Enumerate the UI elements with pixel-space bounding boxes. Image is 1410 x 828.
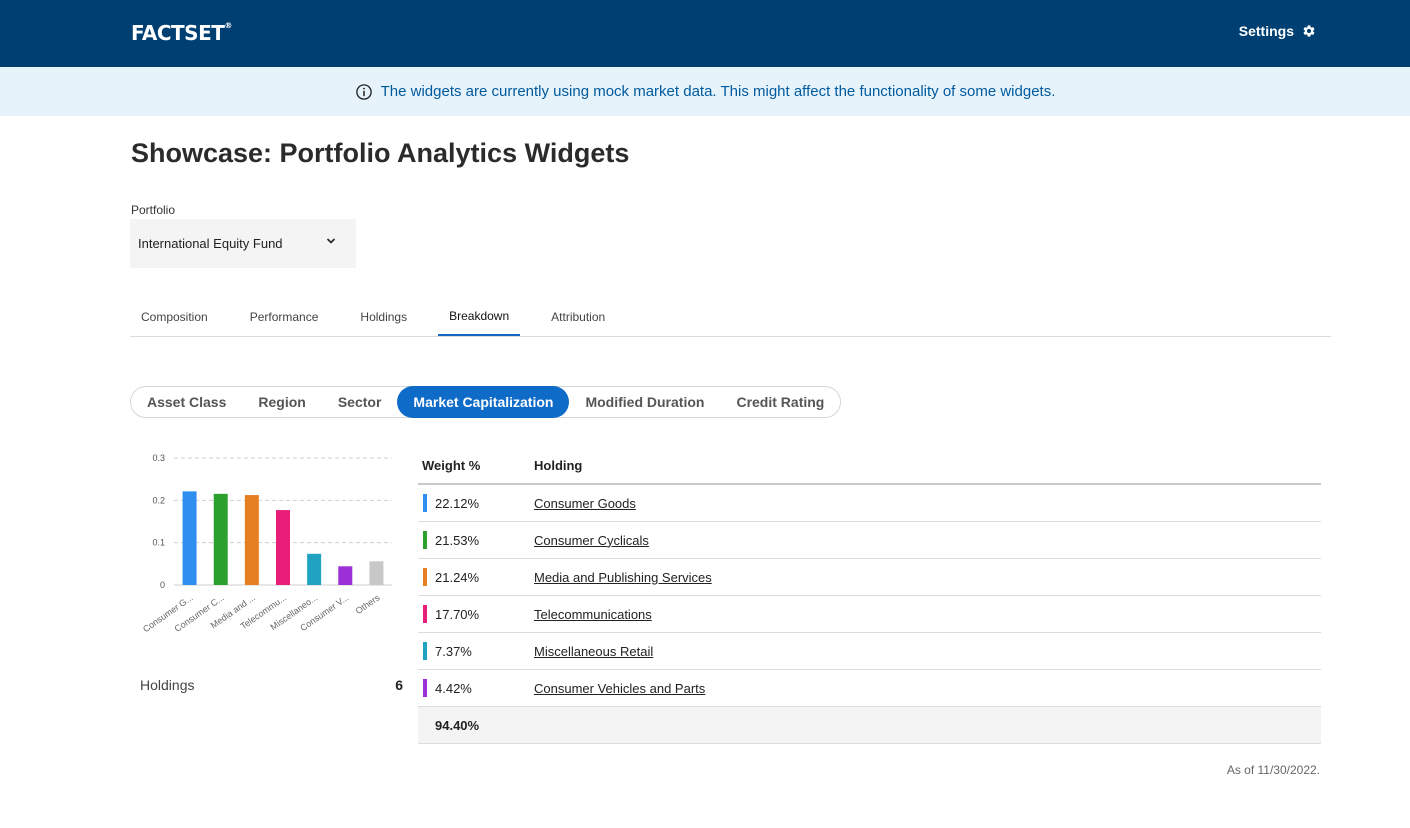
holding-link[interactable]: Consumer Cyclicals [534,532,649,548]
holdings-summary-count: 6 [395,677,403,693]
breakdown-table: Weight % Holding 22.12% Consumer Goods 2… [418,448,1321,744]
chart-bar [182,491,197,585]
holding-link[interactable]: Media and Publishing Services [534,569,712,585]
color-swatch [423,642,427,660]
row-weight: 17.70% [435,606,480,622]
segment-region[interactable]: Region [258,394,306,410]
table-total-row: 94.40% [418,707,1321,744]
segment-asset-class[interactable]: Asset Class [147,394,227,410]
chart-bar [244,495,259,585]
segment-modified-duration[interactable]: Modified Duration [585,394,705,410]
factset-logo[interactable]: FACTSET® [131,21,232,45]
tab-composition[interactable]: Composition [141,310,208,324]
y-tick-label: 0.1 [152,538,165,548]
chart-bar [213,493,228,585]
y-tick-label: 0.3 [152,453,165,463]
table-row: 17.70% Telecommunications [418,596,1321,633]
row-weight: 21.53% [435,532,480,548]
page-title: Showcase: Portfolio Analytics Widgets [131,138,630,168]
holdings-summary-label: Holdings [140,677,195,693]
portfolio-label: Portfolio [131,203,176,217]
tab-breakdown[interactable]: Breakdown [438,300,521,336]
table-row: 21.24% Media and Publishing Services [418,559,1321,596]
color-swatch [423,679,427,697]
color-swatch [423,531,427,549]
holding-link[interactable]: Telecommunications [534,606,652,622]
top-navigation-bar: FACTSET® Settings [0,0,1410,67]
gear-icon [1303,25,1315,37]
table-header: Weight % Holding [418,448,1321,485]
y-tick-label: 0 [160,580,165,590]
main-tabs: Composition Performance Holdings Breakdo… [130,300,1331,337]
color-swatch [423,605,427,623]
breakdown-segmented-control: Asset Class Region Sector Market Capital… [130,386,842,418]
as-of-date: As of 11/30/2022. [1226,763,1320,777]
logo-text: FACTSET [131,21,225,45]
header-holding[interactable]: Holding [534,458,583,473]
chart-bar [369,561,384,585]
holding-link[interactable]: Consumer Vehicles and Parts [534,680,706,696]
segment-sector[interactable]: Sector [337,394,382,410]
info-icon [355,83,372,100]
chart-bar [276,510,290,585]
chart-bar [338,566,353,585]
tab-holdings[interactable]: Holdings [360,310,408,324]
holdings-summary: Holdings 6 [140,677,403,693]
table-row: 21.53% Consumer Cyclicals [418,522,1321,559]
tab-attribution[interactable]: Attribution [551,310,606,324]
y-tick-label: 0.2 [152,495,165,505]
segment-market-capitalization[interactable]: Market Capitalization [397,386,570,418]
row-weight: 21.24% [435,569,480,585]
settings-button[interactable]: Settings [1239,23,1316,39]
holding-link[interactable]: Miscellaneous Retail [534,643,654,659]
chart-bar [307,553,322,585]
portfolio-selected-value: International Equity Fund [138,236,283,251]
settings-label: Settings [1238,23,1294,39]
holding-link[interactable]: Consumer Goods [534,495,636,511]
color-swatch [423,494,427,512]
banner-message: The widgets are currently using mock mar… [380,83,1056,100]
logo-registered-mark: ® [224,21,232,30]
table-row: 4.42% Consumer Vehicles and Parts [418,670,1321,707]
header-weight[interactable]: Weight % [422,458,481,473]
mock-data-banner: The widgets are currently using mock mar… [0,67,1410,116]
portfolio-dropdown[interactable]: International Equity Fund [130,219,356,268]
x-tick-label: Others [354,592,382,616]
color-swatch [423,568,427,586]
total-weight: 94.40% [435,717,480,733]
row-weight: 4.42% [435,680,472,696]
row-weight: 7.37% [435,643,472,659]
segment-credit-rating[interactable]: Credit Rating [736,394,825,410]
tab-performance[interactable]: Performance [249,310,319,324]
table-row: 22.12% Consumer Goods [418,485,1321,522]
table-row: 7.37% Miscellaneous Retail [418,633,1321,670]
row-weight: 22.12% [435,495,480,511]
chevron-down-icon [326,238,336,244]
